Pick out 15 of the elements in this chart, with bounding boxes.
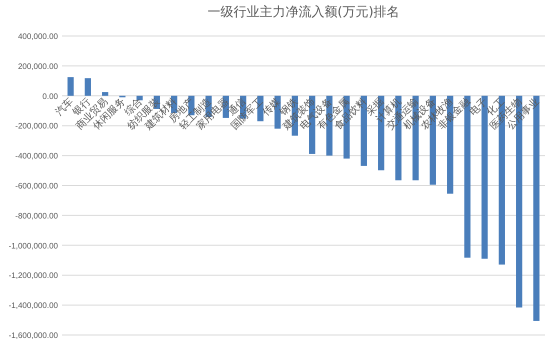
y-tick-label: -1,600,000.00 [8, 331, 59, 340]
y-tick-label: -200,000.00 [15, 122, 59, 131]
y-tick-label: -1,200,000.00 [8, 271, 59, 280]
y-tick-label: -600,000.00 [15, 182, 59, 190]
bar [84, 78, 91, 96]
y-tick-label: -1,000,000.00 [8, 241, 59, 250]
y-tick-label: -1,400,000.00 [8, 301, 59, 310]
y-tick-label: -400,000.00 [15, 152, 59, 161]
bar [102, 92, 108, 96]
y-tick-label: 0.00 [42, 92, 59, 101]
bar [68, 77, 74, 96]
y-tick-label: 400,000.00 [18, 32, 59, 41]
chart-title: 一级行业主力净流入额(万元)排名 [207, 4, 400, 20]
y-tick-label: 200,000.00 [18, 62, 59, 71]
y-tick-label: -800,000.00 [15, 211, 59, 220]
